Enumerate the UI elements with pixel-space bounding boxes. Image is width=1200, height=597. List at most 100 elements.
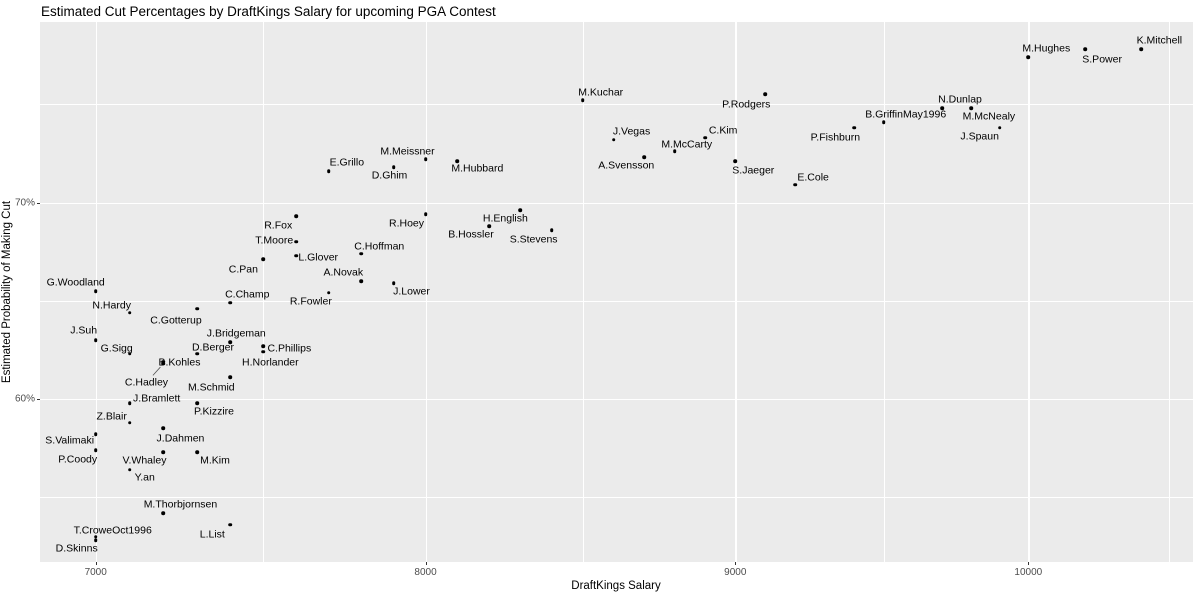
data-point [127, 401, 132, 405]
point-label: G.Woodland [46, 276, 105, 289]
point-label: M.Kim [200, 454, 230, 467]
point-label: J.Lower [393, 285, 430, 298]
data-point [261, 257, 266, 262]
data-point [161, 361, 166, 366]
data-point [195, 450, 199, 454]
y-tick-label: 60% [14, 393, 35, 405]
point-label: C.Phillips [267, 342, 312, 355]
data-point [228, 340, 233, 344]
data-point [294, 214, 298, 219]
x-tick-label: 9000 [724, 567, 747, 578]
data-point [327, 291, 331, 295]
point-label: J.Spaun [960, 130, 999, 143]
point-label: P.Rodgers [722, 98, 771, 111]
point-label: P.Coody [58, 453, 98, 466]
point-label: J.Suh [70, 324, 98, 337]
data-point [127, 467, 132, 472]
point-label: J.Bramlett [133, 392, 181, 405]
data-point [703, 135, 707, 140]
gridline-major-vertical [1028, 22, 1030, 562]
gridline-major-vertical [735, 22, 737, 562]
point-label: V.Whaley [122, 454, 167, 467]
point-label: M.Hubbard [451, 162, 504, 175]
data-point [228, 375, 233, 380]
point-label: G.Sigg [100, 342, 133, 355]
data-point [93, 289, 98, 293]
x-tick-mark [425, 562, 427, 565]
data-point [1026, 55, 1031, 59]
data-point [423, 157, 428, 162]
point-label: N.Hardy [92, 299, 131, 312]
x-tick-label: 10000 [1014, 567, 1043, 578]
data-point [518, 208, 523, 213]
data-point [423, 212, 428, 217]
data-point [195, 306, 199, 311]
y-axis-title: Estimated Probability of Making Cut [1, 200, 13, 384]
point-label: R.Hoey [389, 217, 425, 230]
data-point [1139, 47, 1144, 52]
point-label: M.Kuchar [578, 86, 624, 99]
data-point [294, 240, 298, 244]
point-label: L.List [199, 528, 225, 541]
point-label: M.Meissner [380, 145, 435, 158]
data-point [93, 448, 98, 452]
point-label: C.Champ [225, 288, 270, 301]
point-label: B.GriffinMay1996 [865, 108, 947, 121]
point-label: K.Mitchell [1136, 34, 1183, 47]
point-label: S.Jaeger [732, 164, 775, 177]
data-point [261, 350, 266, 354]
data-point [228, 300, 233, 305]
point-label: T.CroweOct1996 [73, 524, 152, 537]
data-point [327, 169, 331, 173]
point-label: J.Vegas [612, 125, 651, 138]
point-label: C.Pan [228, 263, 258, 276]
data-point [127, 420, 132, 425]
data-point [580, 98, 585, 103]
data-point [261, 344, 266, 348]
y-tick-mark [37, 202, 40, 204]
point-label: C.Gotterup [150, 314, 202, 327]
point-label: E.Grillo [329, 156, 365, 169]
data-point [487, 224, 491, 228]
data-point [195, 401, 199, 405]
data-point [642, 155, 647, 160]
point-label: T.Moore [255, 234, 294, 247]
point-label: A.Svensson [598, 159, 655, 172]
gridline-major-horizontal [40, 399, 1193, 401]
point-label: M.Schmid [187, 381, 235, 394]
data-point [161, 359, 166, 364]
data-point [733, 159, 738, 164]
chart-title: Estimated Cut Percentages by DraftKings … [41, 4, 496, 19]
point-label: L.Glover [298, 251, 339, 264]
data-point [93, 538, 98, 543]
data-point [161, 511, 166, 515]
point-label: N.Dunlap [938, 93, 982, 106]
point-label: B.Hossler [448, 228, 494, 241]
data-point [127, 310, 132, 315]
point-label: S.Stevens [509, 233, 558, 246]
gridline-minor-horizontal [40, 104, 1193, 105]
data-point [93, 338, 98, 342]
point-label: D.Ghim [371, 169, 408, 182]
point-label: H.English [482, 212, 528, 225]
point-label: D.Skinns [55, 542, 98, 555]
point-label: R.Fox [264, 219, 293, 232]
y-tick-label: 70% [14, 197, 35, 208]
point-label: R.Fowler [289, 295, 332, 308]
point-label: S.Power [1082, 53, 1122, 66]
point-label: M.Thorbjornsen [143, 498, 218, 511]
x-tick-mark [1028, 562, 1030, 565]
data-point [852, 126, 857, 130]
gridline-major-vertical [425, 22, 427, 562]
data-point [1083, 47, 1087, 52]
point-label: B.Kohles [158, 356, 201, 369]
point-label: H.Norlander [242, 356, 299, 369]
x-tick-label: 8000 [414, 567, 437, 578]
data-point [359, 279, 364, 283]
gridline-minor-vertical [263, 22, 265, 562]
data-point [940, 106, 944, 110]
data-point [195, 352, 199, 356]
point-label: E.Cole [797, 171, 829, 184]
gridline-major-horizontal [40, 202, 1193, 204]
